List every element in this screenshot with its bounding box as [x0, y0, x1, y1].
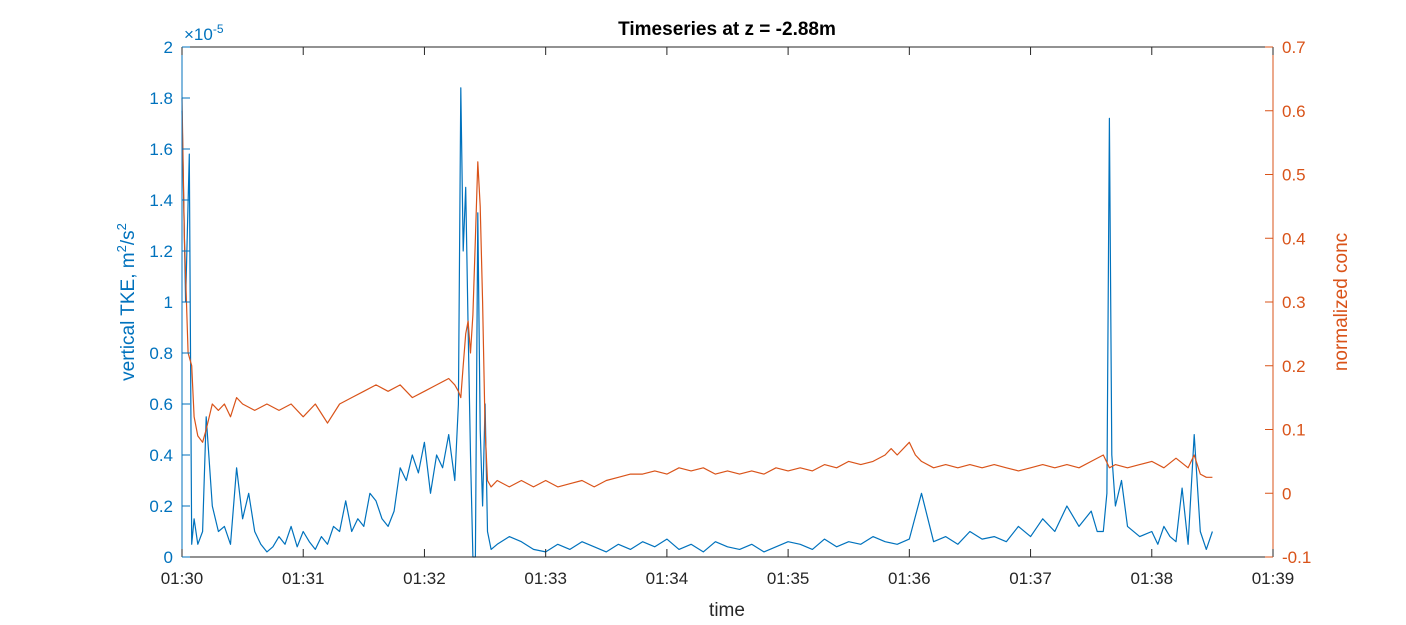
y-left-label-sup1: 2 — [114, 245, 129, 252]
y-left-exponent: ×10-5 — [184, 22, 224, 44]
y-left-exponent-prefix: ×10 — [184, 25, 213, 44]
y-right-tick-label: 0.6 — [1282, 102, 1306, 121]
y-left-tick-label: 1.2 — [149, 242, 173, 261]
x-axis-label: time — [709, 600, 745, 621]
plot-area — [182, 47, 1273, 557]
x-tick-label: 01:34 — [646, 569, 689, 588]
y-left-tick-label: 1.6 — [149, 140, 173, 159]
series-line-vertical-tke — [181, 87, 1213, 558]
y-left-tick-label: 0 — [164, 548, 173, 567]
series-layer — [181, 87, 1213, 558]
y-left-tick-label: 0.4 — [149, 446, 173, 465]
y-left-tick-label: 0.2 — [149, 497, 173, 516]
y-right-tick-label: 0.7 — [1282, 38, 1306, 57]
x-tick-label: 01:31 — [282, 569, 325, 588]
y-left-axis-label: vertical TKE, m2/s2 — [114, 223, 139, 381]
series-line-normalized-conc — [181, 97, 1213, 488]
y-left-label-mid: /s — [118, 230, 139, 245]
y-right-tick-label: 0.5 — [1282, 166, 1306, 185]
y-left-tick-label: 1.4 — [149, 191, 173, 210]
y-right-tick-label: 0.3 — [1282, 293, 1306, 312]
y-right-tick-label: 0.1 — [1282, 421, 1306, 440]
chart-title: Timeseries at z = -2.88m — [618, 19, 836, 40]
y-left-tick-label: 0.6 — [149, 395, 173, 414]
y-right-tick-label: 0 — [1282, 484, 1291, 503]
y-left-tick-label: 0.8 — [149, 344, 173, 363]
y-left-tick-label: 2 — [164, 38, 173, 57]
x-tick-label: 01:32 — [403, 569, 446, 588]
y-right-tick-label: 0.2 — [1282, 357, 1306, 376]
x-tick-label: 01:39 — [1252, 569, 1295, 588]
ticks-layer: 01:30 01:31 01:32 01:33 01:34 01:35 01:36 01:37… — [149, 38, 1311, 588]
x-tick-label: 01:36 — [888, 569, 931, 588]
y-right-axis-label: normalized conc — [1331, 233, 1352, 371]
y-left-label-sup2: 2 — [114, 223, 129, 230]
y-right-tick-label: 0.4 — [1282, 229, 1306, 248]
x-tick-label: 01:38 — [1131, 569, 1174, 588]
y-left-tick-label: 1.8 — [149, 89, 173, 108]
x-tick-label: 01:30 — [161, 569, 204, 588]
x-tick-label: 01:37 — [1009, 569, 1052, 588]
x-tick-label: 01:35 — [767, 569, 810, 588]
y-left-exponent-power: -5 — [213, 22, 224, 36]
y-left-tick-label: 1 — [164, 293, 173, 312]
y-right-tick-label: -0.1 — [1282, 548, 1311, 567]
y-left-label-main: vertical TKE, m — [118, 252, 139, 380]
x-tick-label: 01:33 — [524, 569, 567, 588]
